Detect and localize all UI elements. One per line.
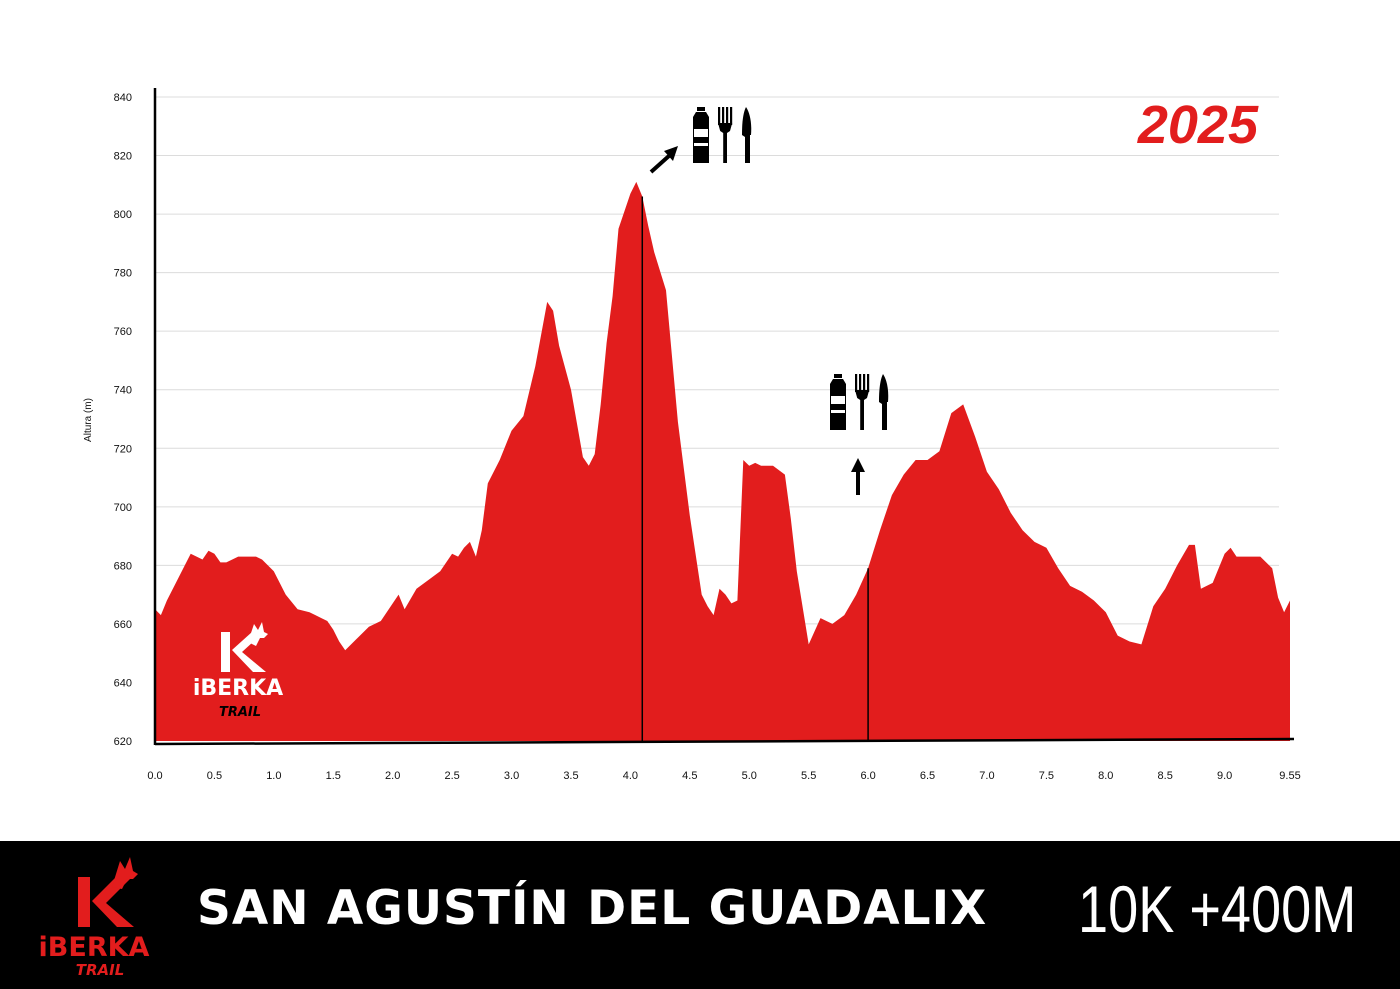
x-tick-label: 1.5 bbox=[326, 770, 341, 782]
logo-word: iBERKA bbox=[39, 932, 150, 963]
y-tick-label: 660 bbox=[114, 619, 132, 631]
aid-station-markers bbox=[641, 196, 869, 741]
elevation-area bbox=[155, 181, 1290, 741]
x-tick-label: 3.0 bbox=[504, 770, 519, 782]
x-tick-label: 6.5 bbox=[920, 770, 935, 782]
x-tick-label: 8.5 bbox=[1158, 770, 1173, 782]
aid-station-icons-2 bbox=[830, 374, 889, 430]
x-tick-label: 9.0 bbox=[1217, 770, 1232, 782]
x-axis-line bbox=[154, 737, 1295, 746]
logo-i-bar bbox=[221, 632, 230, 672]
x-tick-label: 8.0 bbox=[1098, 770, 1113, 782]
x-axis-ticks: 0.0 0.5 1.0 1.5 2.0 2.5 3.0 3.5 4.0 4.5 5.0 5.5 6.0 6… bbox=[147, 770, 1300, 782]
x-tick-label: 2.0 bbox=[385, 770, 400, 782]
y-tick-label: 820 bbox=[114, 151, 132, 163]
x-tick-label: 9.55 bbox=[1279, 770, 1300, 782]
y-axis-ticks: 620 640 660 680 700 720 740 760 780 800 820 840 bbox=[114, 92, 132, 748]
y-tick-label: 840 bbox=[114, 92, 132, 104]
elevation-chart: 620 640 660 680 700 720 740 760 780 800 820 840 0.0… bbox=[83, 88, 1301, 782]
year-label: 2025 bbox=[1137, 95, 1259, 155]
x-tick-label: 5.0 bbox=[742, 770, 757, 782]
logo-sub: TRAIL bbox=[76, 961, 125, 979]
x-tick-label: 4.0 bbox=[623, 770, 638, 782]
wolf-head-icon bbox=[112, 857, 138, 889]
x-tick-label: 0.0 bbox=[147, 770, 162, 782]
x-tick-label: 7.0 bbox=[979, 770, 994, 782]
logo-word: iBERKA bbox=[193, 676, 283, 701]
y-tick-label: 620 bbox=[114, 736, 132, 748]
wolf-head-icon bbox=[248, 622, 268, 646]
arrow-icon bbox=[649, 146, 678, 174]
y-tick-label: 740 bbox=[114, 385, 132, 397]
route-title: SAN AGUSTÍN DEL GUADALIX bbox=[197, 881, 988, 936]
race-stats: 10K +400M bbox=[1078, 872, 1357, 946]
y-tick-label: 640 bbox=[114, 677, 132, 689]
logo-sub: TRAIL bbox=[219, 705, 261, 720]
logo-i-bar bbox=[78, 877, 90, 927]
x-tick-label: 3.5 bbox=[563, 770, 578, 782]
x-tick-label: 2.5 bbox=[444, 770, 459, 782]
y-tick-label: 780 bbox=[114, 268, 132, 280]
x-tick-label: 1.0 bbox=[266, 770, 281, 782]
x-tick-label: 0.5 bbox=[207, 770, 222, 782]
aid-station-icons-1 bbox=[693, 107, 752, 163]
y-tick-label: 720 bbox=[114, 443, 132, 455]
y-axis-label: Altura (m) bbox=[83, 398, 94, 442]
y-tick-label: 700 bbox=[114, 502, 132, 514]
x-tick-label: 4.5 bbox=[682, 770, 697, 782]
x-tick-label: 5.5 bbox=[801, 770, 816, 782]
y-tick-label: 760 bbox=[114, 326, 132, 338]
footer-bar: iBERKA TRAIL SAN AGUSTÍN DEL GUADALIX 10… bbox=[0, 841, 1400, 989]
footer-brand-logo: iBERKA TRAIL bbox=[39, 857, 150, 979]
y-tick-label: 800 bbox=[114, 209, 132, 221]
grid-lines bbox=[155, 96, 1279, 683]
x-tick-label: 6.0 bbox=[860, 770, 875, 782]
x-tick-label: 7.5 bbox=[1039, 770, 1054, 782]
arrow-icon bbox=[851, 458, 865, 495]
y-tick-label: 680 bbox=[114, 560, 132, 572]
brand-logo: iBERKA TRAIL bbox=[193, 622, 283, 720]
